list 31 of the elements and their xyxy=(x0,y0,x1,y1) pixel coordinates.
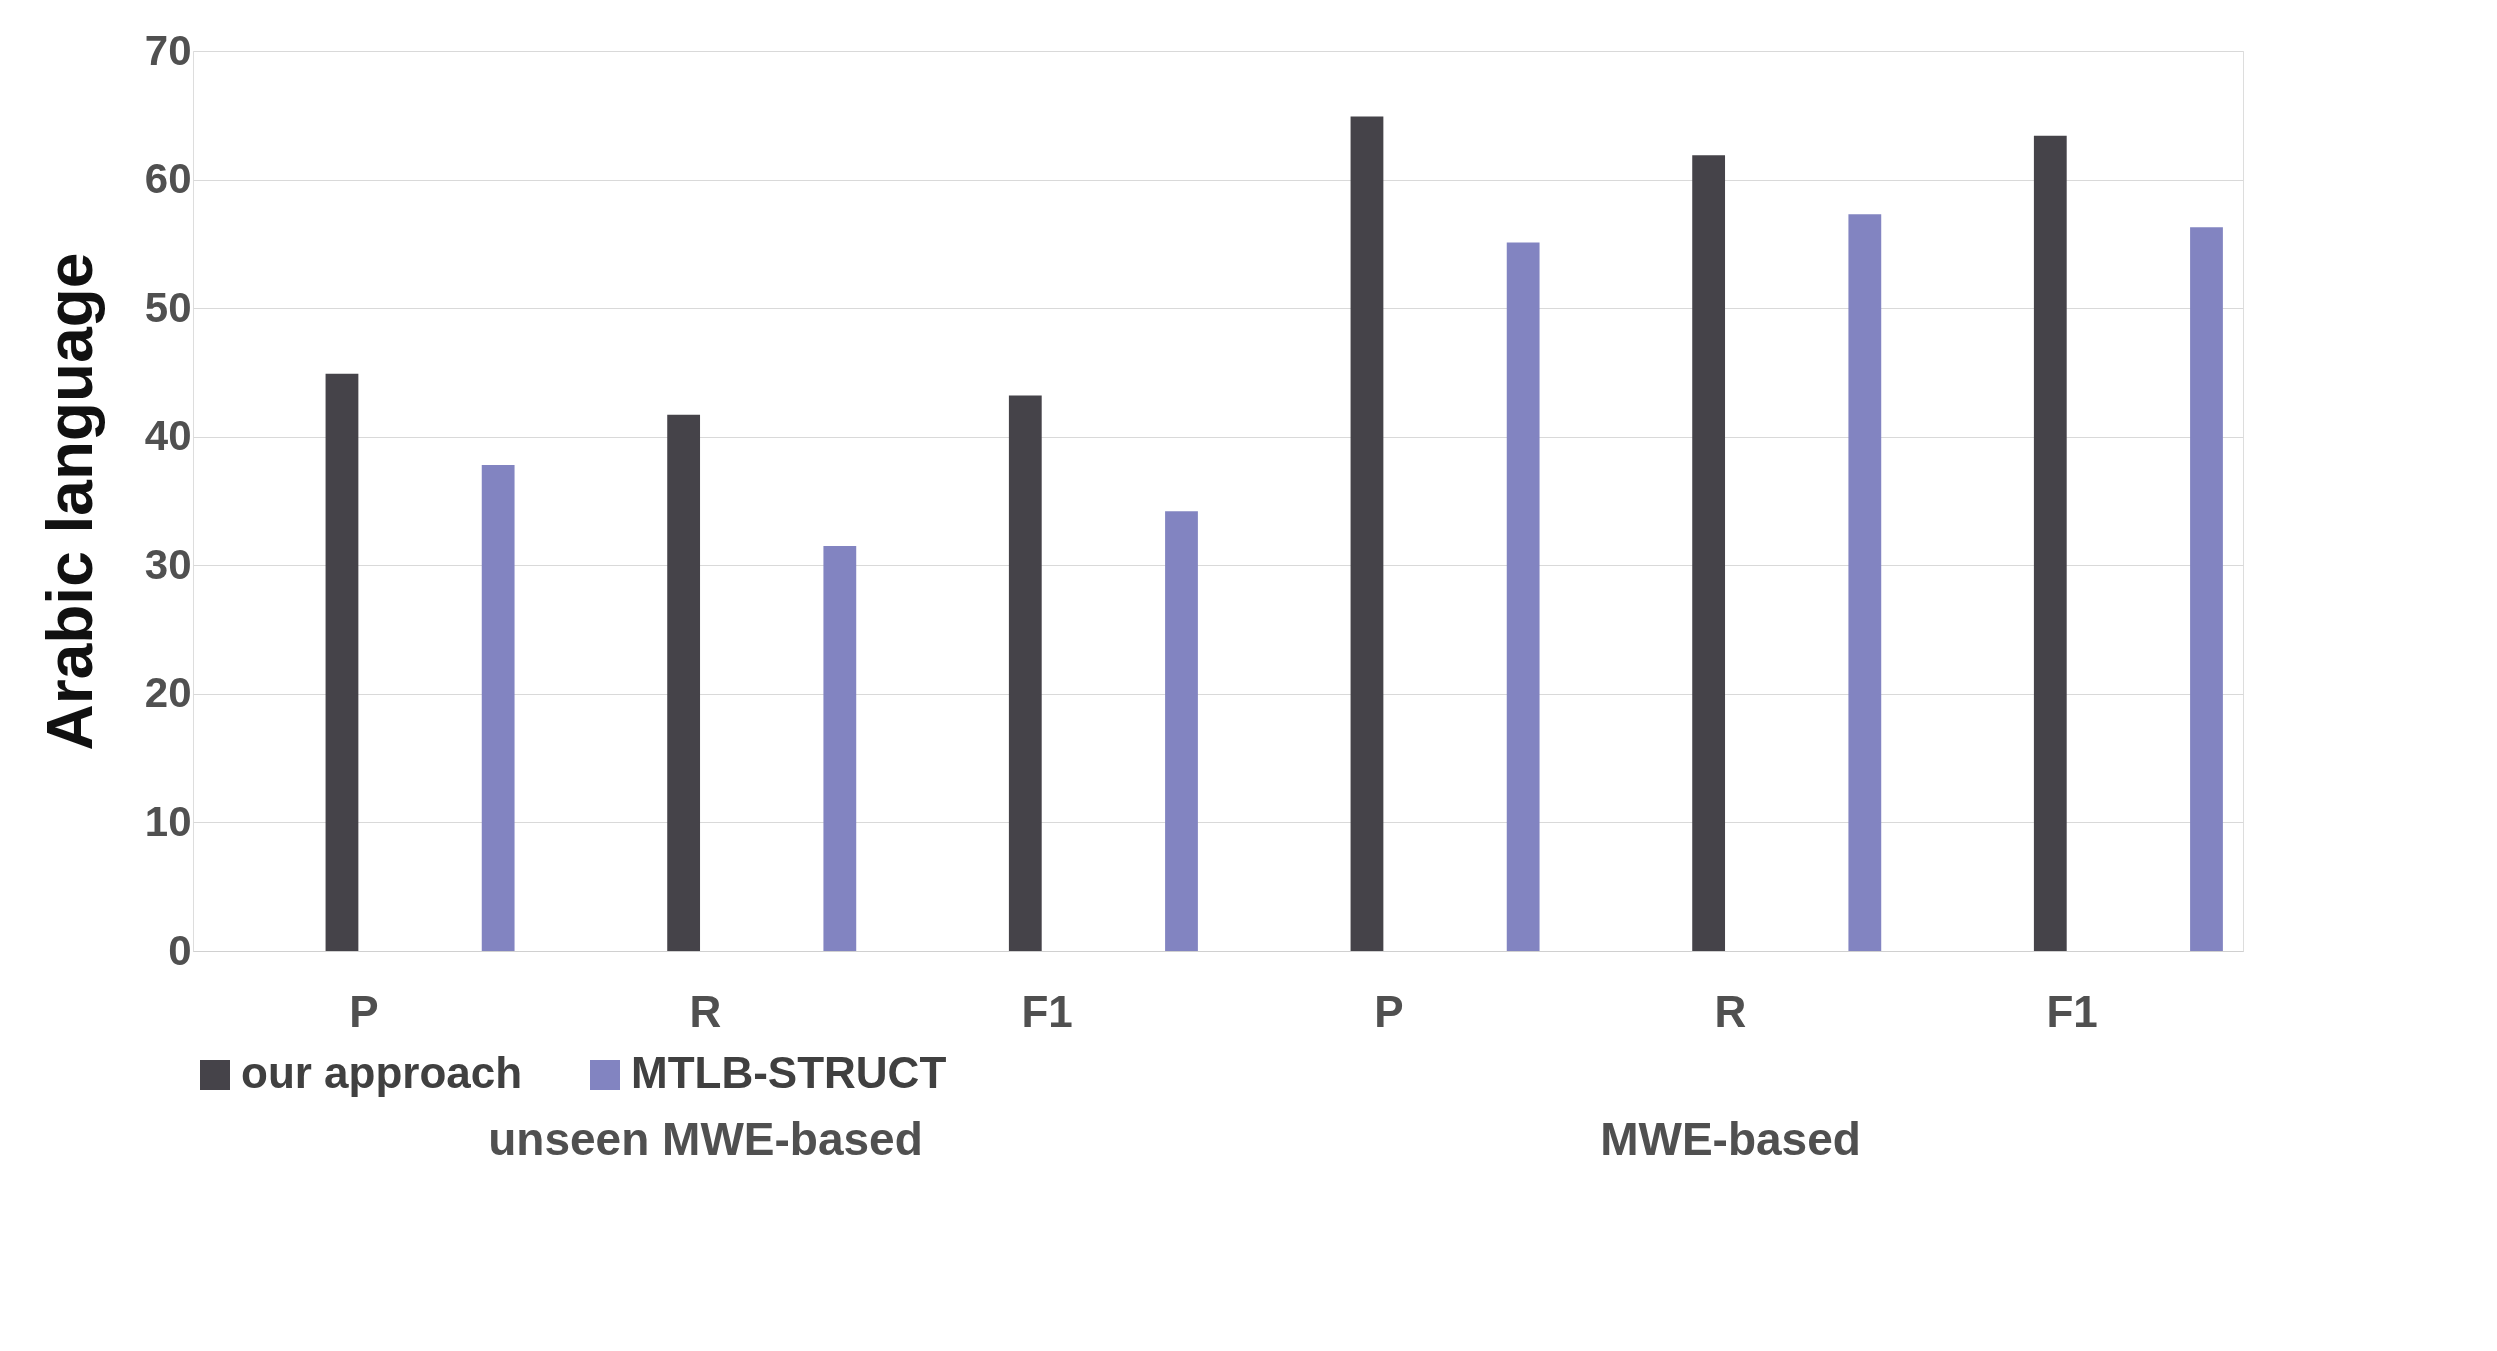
bar xyxy=(1008,395,1042,951)
bar xyxy=(1692,155,1726,951)
x-tick-label: R xyxy=(1714,986,1747,1036)
x-tick-label: F1 xyxy=(2046,986,2098,1036)
bar xyxy=(667,414,701,951)
y-tick-label: 60 xyxy=(144,155,192,203)
bar xyxy=(481,465,515,951)
bar xyxy=(1848,214,1882,951)
y-tick-label: 40 xyxy=(144,412,192,460)
bar xyxy=(2190,227,2223,951)
y-tick-label: 10 xyxy=(144,797,192,845)
bar xyxy=(325,373,359,951)
legend-label: our approach xyxy=(241,1048,523,1097)
y-tick-label: 70 xyxy=(144,26,192,74)
text: MWE-based xyxy=(1600,1113,1861,1165)
y-tick-label: 30 xyxy=(144,540,192,588)
bar xyxy=(823,546,857,951)
legend-label: MTLB-STRUCT xyxy=(631,1048,947,1097)
x-tick-label: R xyxy=(689,986,722,1036)
bar xyxy=(1350,116,1384,951)
text: unseen MWE-based xyxy=(488,1113,923,1165)
bar xyxy=(2033,135,2067,951)
y-axis-title: Arabic language xyxy=(33,252,106,751)
y-tick-label: 20 xyxy=(144,669,192,717)
x-tick-label: P xyxy=(349,986,379,1036)
x-tick-label: F1 xyxy=(1021,986,1073,1036)
bar xyxy=(1165,511,1198,951)
bar xyxy=(1506,242,1540,951)
y-tick-label: 50 xyxy=(144,283,192,331)
x-tick-label: P xyxy=(1374,986,1404,1036)
y-tick-label: 0 xyxy=(168,926,192,974)
